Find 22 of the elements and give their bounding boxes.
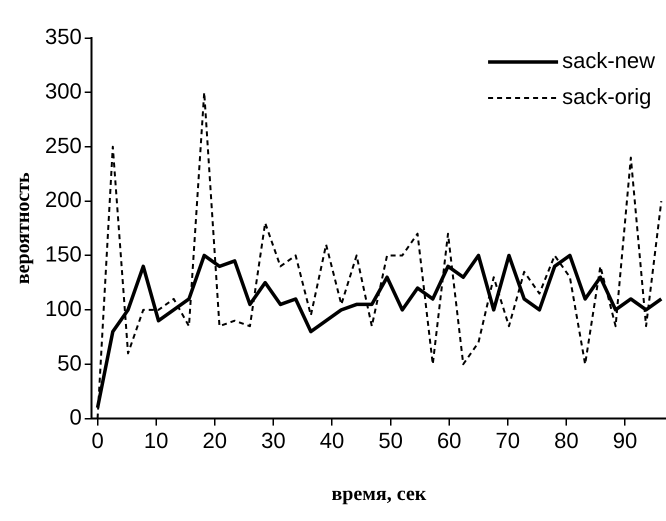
x-tick-label: 10 [144, 428, 168, 453]
y-tick-label: 0 [69, 404, 82, 430]
x-tick-label: 50 [378, 428, 403, 453]
x-tick-label: 90 [612, 428, 638, 453]
x-tick-label: 40 [320, 428, 344, 453]
y-tick-label: 50 [57, 350, 82, 376]
x-tick-label: 20 [202, 428, 228, 453]
x-tick-label: 60 [436, 428, 462, 453]
x-tick-label: 30 [261, 428, 286, 453]
y-tick-label: 100 [44, 296, 82, 321]
y-tick-label: 350 [44, 24, 82, 50]
y-tick-label: 150 [44, 242, 82, 267]
legend-label: sack-new [562, 48, 656, 74]
y-tick-label: 200 [44, 187, 82, 212]
y-axis-title: вероятность [12, 172, 34, 284]
x-tick-label: 70 [496, 428, 520, 453]
legend-label: sack-orig [562, 84, 652, 110]
y-tick-label: 250 [44, 132, 82, 158]
x-axis-title: время, сек [331, 483, 427, 506]
x-tick-label: 80 [554, 428, 579, 453]
x-tick-label: 0 [91, 428, 104, 453]
y-tick-label: 300 [44, 78, 82, 104]
